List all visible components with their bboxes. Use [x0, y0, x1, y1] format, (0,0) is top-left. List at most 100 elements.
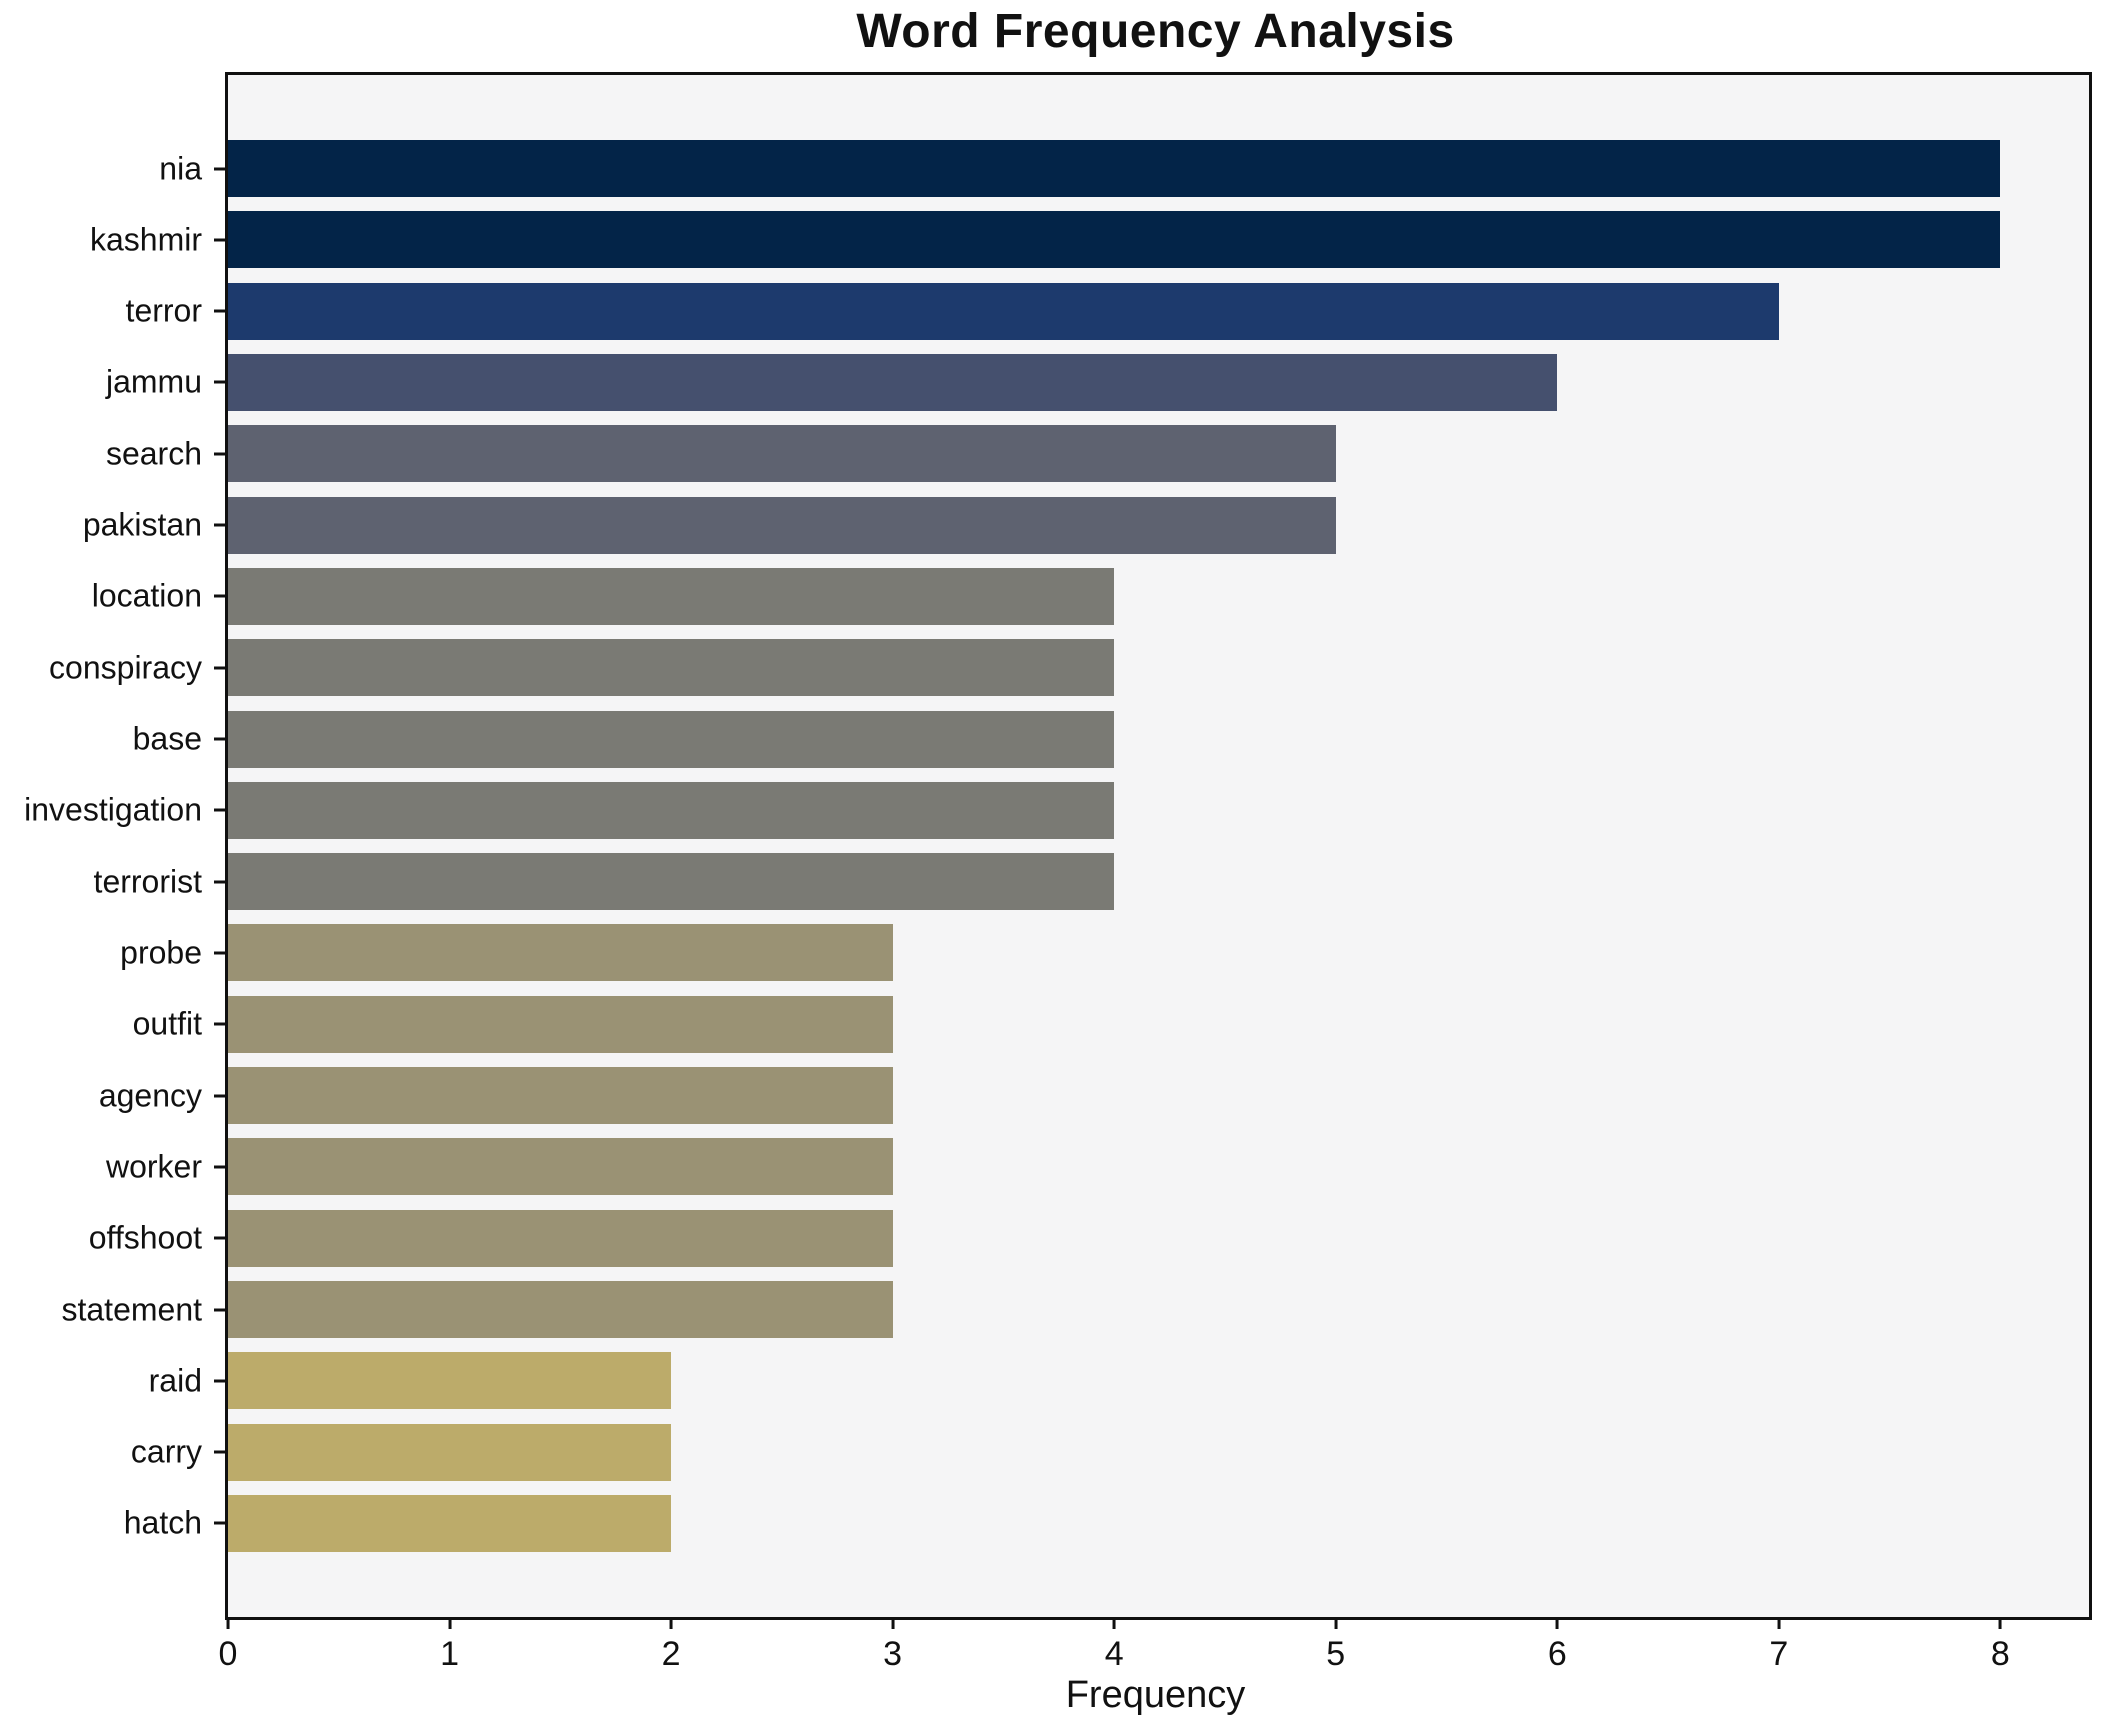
y-tick-label-kashmir: kashmir [89, 221, 202, 258]
x-tick-label-6: 6 [1547, 1635, 1567, 1673]
y-tick-label-jammu: jammu [105, 363, 202, 400]
bar-row-offshoot: offshoot [89, 1209, 2089, 1267]
bar-row-probe: probe [120, 924, 2089, 982]
bar-agency [228, 1067, 893, 1125]
bar-search [228, 425, 1336, 483]
x-tick-2: 2 [662, 1617, 681, 1674]
y-tick-label-probe: probe [120, 934, 202, 971]
bar-row-terror: terror [126, 282, 2089, 340]
bar-row-search: search [106, 425, 2089, 483]
bar-conspiracy [228, 639, 1115, 697]
y-tick-label-base: base [132, 720, 202, 757]
bar-row-agency: agency [99, 1067, 2089, 1125]
bar-terrorist [228, 853, 1115, 911]
bar-statement [228, 1281, 893, 1338]
bar-kashmir [228, 211, 2001, 269]
bar-row-location: location [92, 567, 2089, 625]
y-tick-carry [214, 1450, 225, 1454]
bar-base [228, 710, 1115, 768]
bar-row-conspiracy: conspiracy [49, 639, 2089, 697]
x-tick-0: 0 [218, 1617, 238, 1674]
bar-row-worker: worker [106, 1138, 2089, 1196]
bar-row-terrorist: terrorist [94, 853, 2089, 911]
x-tick-8: 8 [1991, 1617, 2010, 1674]
bar-terror [228, 282, 1779, 340]
bar-location [228, 567, 1115, 625]
y-tick-label-statement: statement [61, 1291, 202, 1327]
bar-probe [228, 924, 893, 982]
bar-offshoot [228, 1209, 893, 1267]
x-tick-mark-7 [1777, 1617, 1781, 1629]
y-tick-label-nia: nia [159, 150, 202, 186]
y-tick-investigation [214, 808, 225, 812]
y-tick-search [214, 452, 225, 456]
y-tick-outfit [214, 1022, 225, 1026]
x-tick-mark-2 [669, 1617, 673, 1629]
x-tick-label-8: 8 [1990, 1635, 2010, 1673]
y-tick-worker [214, 1165, 225, 1169]
y-tick-probe [214, 951, 225, 955]
x-tick-label-4: 4 [1104, 1635, 1124, 1673]
y-tick-label-worker: worker [105, 1148, 202, 1185]
x-tick-label-5: 5 [1326, 1635, 1346, 1673]
x-tick-label-1: 1 [440, 1635, 460, 1673]
y-tick-jammu [214, 380, 225, 384]
y-tick-offshoot [214, 1236, 225, 1240]
y-tick-label-carry: carry [130, 1433, 202, 1470]
bar-row-outfit: outfit [133, 995, 2089, 1053]
bar-row-base: base [133, 710, 2089, 768]
x-tick-label-3: 3 [883, 1635, 903, 1673]
x-tick-3: 3 [883, 1617, 902, 1674]
x-axis: 0 1 2 3 4 5 6 7 8 [219, 1617, 2089, 1687]
x-tick-5: 5 [1326, 1617, 1345, 1674]
x-axis-label: Frequency [1065, 1674, 1246, 1716]
bar-row-investigation: investigation [24, 781, 2089, 839]
bar-carry [228, 1423, 672, 1481]
y-tick-conspiracy [214, 666, 225, 670]
x-tick-mark-3 [891, 1617, 895, 1629]
x-tick-label-7: 7 [1769, 1635, 1789, 1673]
bar-jammu [228, 353, 1558, 411]
y-tick-label-investigation: investigation [24, 791, 202, 828]
chart-title: Word Frequency Analysis [856, 5, 1455, 58]
x-tick-1: 1 [440, 1617, 459, 1674]
x-tick-mark-4 [1112, 1617, 1116, 1629]
x-tick-mark-1 [448, 1617, 452, 1629]
y-tick-label-hatch: hatch [123, 1504, 202, 1541]
y-tick-agency [214, 1094, 225, 1098]
y-tick-pakistan [214, 523, 225, 527]
y-tick-label-pakistan: pakistan [82, 506, 202, 543]
y-tick-label-location: location [91, 577, 202, 614]
bar-row-kashmir: kashmir [90, 211, 2089, 269]
y-tick-terrorist [214, 880, 225, 884]
y-tick-label-terror: terror [125, 292, 202, 329]
y-tick-label-conspiracy: conspiracy [49, 649, 202, 686]
y-tick-statement [214, 1308, 225, 1311]
x-tick-mark-8 [1998, 1617, 2002, 1629]
bar-nia [228, 140, 2001, 197]
bar-outfit [228, 995, 893, 1053]
y-tick-hatch [214, 1521, 225, 1525]
x-tick-mark-5 [1334, 1617, 1338, 1629]
x-tick-mark-6 [1555, 1617, 1559, 1629]
x-tick-6: 6 [1548, 1617, 1567, 1674]
y-tick-label-raid: raid [148, 1362, 202, 1399]
bars-container: nia kashmir terror jammu search pakistan locat… [24, 140, 2089, 1552]
bar-row-carry: carry [131, 1423, 2089, 1481]
bar-row-jammu: jammu [106, 353, 2089, 411]
bar-row-pakistan: pakistan [83, 496, 2089, 554]
x-tick-mark-0 [226, 1617, 230, 1629]
bar-raid [228, 1352, 672, 1410]
y-tick-label-search: search [105, 435, 202, 472]
bar-row-raid: raid [149, 1352, 2089, 1410]
x-tick-label-0: 0 [218, 1635, 238, 1673]
y-tick-nia [214, 167, 225, 170]
x-tick-label-2: 2 [661, 1635, 681, 1673]
x-tick-4: 4 [1105, 1617, 1124, 1674]
y-tick-label-agency: agency [98, 1077, 202, 1114]
y-tick-label-terrorist: terrorist [93, 863, 202, 900]
y-tick-terror [214, 309, 225, 313]
y-tick-location [214, 594, 225, 598]
y-tick-label-offshoot: offshoot [88, 1219, 202, 1256]
